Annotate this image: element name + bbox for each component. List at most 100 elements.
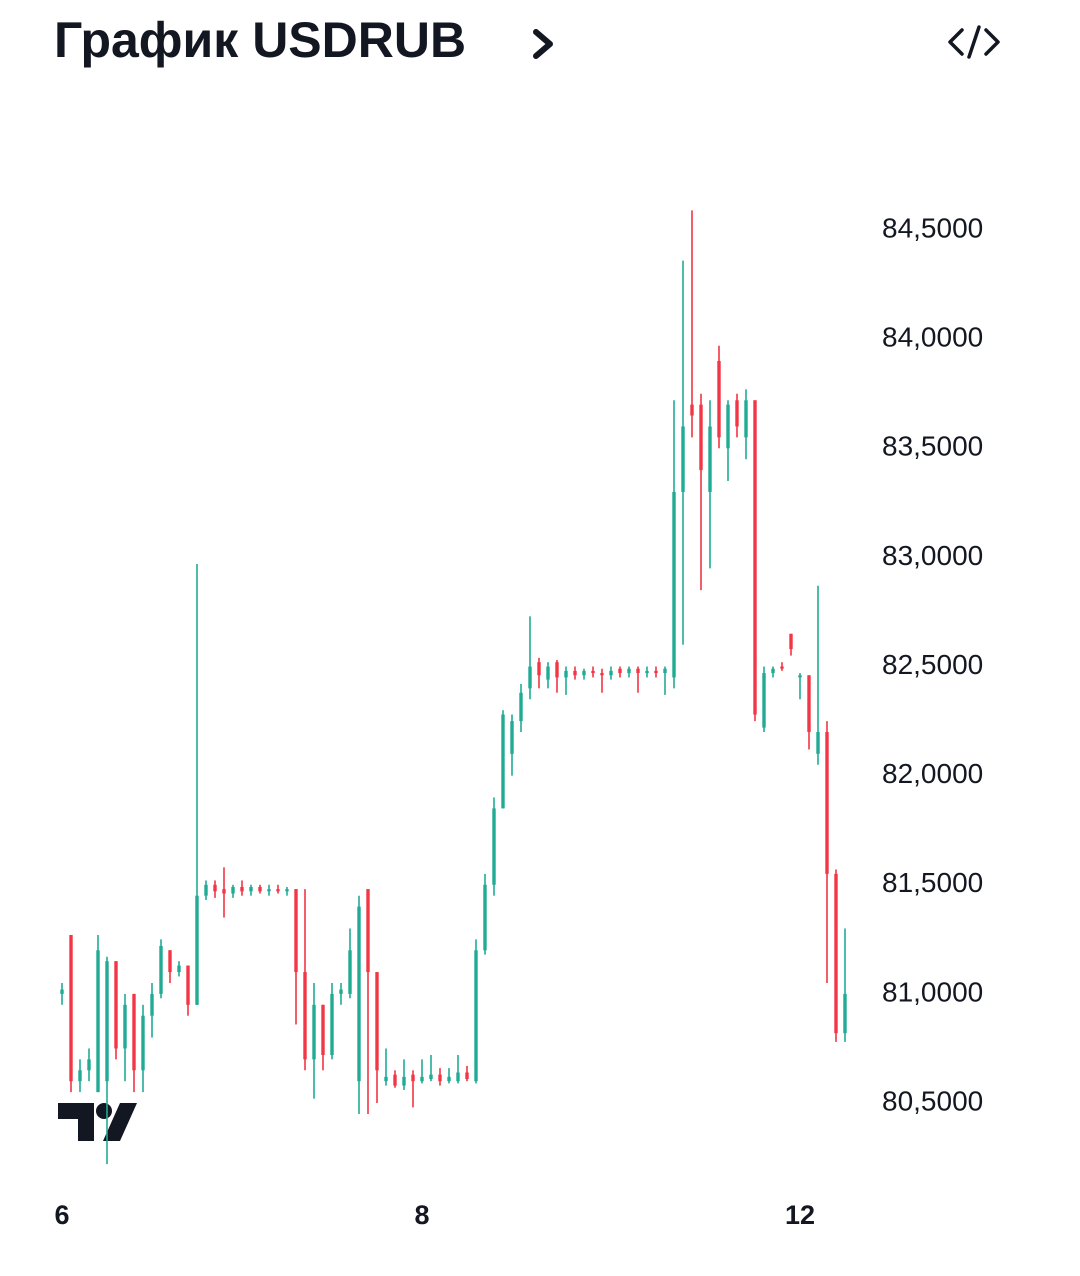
- y-tick-label: 81,0000: [882, 976, 983, 1007]
- candle-body: [816, 732, 820, 754]
- candle-body: [69, 934, 73, 1082]
- candle-body: [276, 889, 280, 892]
- candle-body: [681, 426, 685, 492]
- candle-body: [636, 668, 640, 674]
- candle-body: [834, 873, 838, 1034]
- candle-body: [573, 670, 577, 676]
- candle-body: [411, 1074, 415, 1082]
- candle-body: [429, 1074, 433, 1080]
- candle-body: [168, 950, 172, 973]
- candle-body: [762, 673, 766, 728]
- candle-body: [780, 666, 784, 669]
- candle-body: [123, 1004, 127, 1049]
- candle-body: [447, 1076, 451, 1082]
- candle-body: [186, 965, 190, 1005]
- candle-body: [222, 889, 226, 894]
- candle-body: [393, 1074, 397, 1086]
- candle-body: [240, 886, 244, 892]
- candle-body: [528, 666, 532, 689]
- candle-body: [213, 884, 217, 892]
- candle-body: [618, 668, 622, 674]
- candle-body: [249, 886, 253, 892]
- candle-body: [78, 1070, 82, 1082]
- candle-body: [771, 668, 775, 674]
- x-tick-label: 8: [414, 1200, 429, 1230]
- candle-body: [699, 404, 703, 471]
- candle-body: [492, 808, 496, 885]
- candle-body: [330, 993, 334, 1056]
- candle-body: [474, 950, 478, 1082]
- candle-body: [438, 1074, 442, 1082]
- candle-body: [357, 906, 361, 1082]
- title-chevron[interactable]: [533, 29, 553, 59]
- y-tick-label: 82,5000: [882, 649, 983, 680]
- candle-body: [591, 670, 595, 674]
- candle-body: [627, 668, 631, 674]
- candle-body: [312, 1004, 316, 1060]
- candle-body: [645, 670, 649, 674]
- y-tick-label: 84,0000: [882, 322, 983, 353]
- candle-body: [267, 889, 271, 892]
- candle-body: [258, 886, 262, 892]
- candle-body: [132, 993, 136, 1071]
- embed-icon[interactable]: [948, 25, 1000, 59]
- candle-body: [708, 426, 712, 492]
- candle-body: [114, 961, 118, 1049]
- y-tick-label: 83,5000: [882, 431, 983, 462]
- candle-body: [204, 884, 208, 896]
- candle-body: [825, 732, 829, 874]
- candle-body: [537, 662, 541, 676]
- candle-body: [582, 670, 586, 676]
- x-tick-label: 6: [54, 1200, 69, 1230]
- candle-body: [96, 950, 100, 1093]
- candle-body: [420, 1076, 424, 1082]
- candle-body: [456, 1072, 460, 1082]
- tradingview-logo[interactable]: [58, 1103, 137, 1141]
- y-tick-label: 81,5000: [882, 867, 983, 898]
- candle-body: [564, 670, 568, 678]
- candle-body: [501, 714, 505, 809]
- candle-body: [735, 400, 739, 427]
- candle-body: [546, 666, 550, 680]
- candle-body: [375, 972, 379, 1071]
- candle-body: [366, 889, 370, 973]
- candle-body: [141, 1015, 145, 1071]
- candle-body: [150, 993, 154, 1016]
- y-tick-label: 80,5000: [882, 1085, 983, 1116]
- candle-body: [348, 950, 352, 994]
- candle-body: [654, 670, 658, 674]
- candle-body: [798, 675, 802, 678]
- y-tick-label: 84,5000: [882, 212, 983, 243]
- candle-body: [519, 692, 523, 722]
- candle-body: [285, 889, 289, 892]
- candle-body: [105, 961, 109, 1082]
- candle-body: [384, 1076, 388, 1082]
- candle-body: [87, 1059, 91, 1071]
- candle-body: [663, 668, 667, 674]
- candle-body: [717, 360, 721, 438]
- candle-body: [843, 993, 847, 1034]
- candle-body: [744, 400, 748, 438]
- candle-body: [402, 1076, 406, 1086]
- chart-title[interactable]: График USDRUB: [54, 12, 466, 68]
- candle-body: [753, 400, 757, 715]
- candle-body: [195, 895, 199, 1005]
- candle-body: [60, 989, 64, 994]
- candle-body: [690, 404, 694, 416]
- candle-body: [231, 886, 235, 894]
- y-tick-label: 82,0000: [882, 758, 983, 789]
- candle-body: [339, 989, 343, 994]
- candle-body: [510, 721, 514, 754]
- candle-body: [807, 675, 811, 733]
- x-tick-label: 12: [785, 1200, 815, 1230]
- y-tick-label: 83,0000: [882, 540, 983, 571]
- candle-body: [321, 1004, 325, 1056]
- candle-body: [177, 965, 181, 973]
- candle-body: [789, 633, 793, 650]
- candle-body: [483, 884, 487, 951]
- candle-body: [726, 404, 730, 449]
- candle-body: [555, 662, 559, 678]
- candle-body: [294, 889, 298, 973]
